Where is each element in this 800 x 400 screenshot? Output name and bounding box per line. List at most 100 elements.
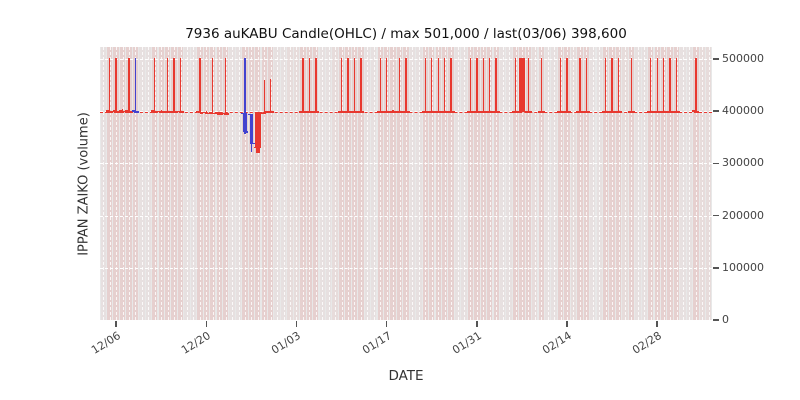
candle-body	[449, 111, 453, 114]
candle-open-tick	[241, 112, 245, 115]
day-gridline	[683, 47, 684, 320]
candle-close-tick	[631, 111, 635, 113]
candle-body	[346, 111, 350, 114]
x-tick-label: 12/20	[179, 329, 214, 357]
day-band	[628, 47, 635, 320]
y-tick-mark	[713, 267, 719, 269]
candle-close-tick	[528, 111, 532, 113]
h-gridline	[100, 163, 712, 165]
x-tick-mark	[115, 321, 117, 327]
chart-title: 7936 auKABU Candle(OHLC) / max 501,000 /…	[185, 26, 627, 42]
candle-close-tick	[264, 111, 268, 113]
day-band	[551, 47, 557, 320]
day-gridline	[689, 47, 691, 320]
candle-open-tick	[119, 110, 123, 112]
day-band	[261, 47, 267, 320]
candle-wick	[379, 58, 381, 112]
day-gridline	[695, 47, 697, 320]
candle-close-tick	[174, 111, 178, 113]
day-gridline	[328, 47, 330, 320]
candle-open-tick	[196, 110, 200, 113]
candle-wick	[656, 58, 658, 112]
candle-close-tick	[122, 110, 127, 113]
day-gridline	[109, 47, 111, 320]
day-band	[216, 47, 222, 320]
candle-wick	[115, 58, 117, 112]
candle-body	[481, 111, 486, 114]
candle-close-tick	[225, 113, 230, 115]
day-gridline	[219, 47, 221, 320]
day-band	[210, 47, 216, 320]
day-gridline	[605, 47, 607, 320]
day-gridline	[244, 47, 246, 320]
candle-wick	[489, 58, 491, 112]
candle-open-tick	[479, 111, 484, 113]
x-tick-mark	[295, 321, 298, 327]
x-tick-mark	[656, 321, 658, 327]
day-band	[145, 47, 151, 320]
y-tick-mark	[713, 214, 719, 217]
day-band	[454, 47, 461, 320]
candle-close-tick	[586, 111, 590, 113]
candle-close-tick	[541, 111, 545, 113]
candle-open-tick	[170, 110, 175, 113]
day-gridline	[612, 47, 614, 320]
day-gridline	[373, 47, 375, 320]
candle-close-tick	[167, 111, 172, 113]
candle-open-tick	[673, 111, 677, 113]
day-gridline	[335, 47, 337, 320]
candle-close-tick	[128, 111, 133, 113]
candle-open-tick	[666, 111, 671, 113]
day-gridline	[199, 47, 201, 320]
candle-wick	[308, 58, 311, 113]
candle-close-tick	[180, 111, 185, 113]
day-band	[532, 47, 538, 320]
candle-close-tick	[309, 111, 313, 113]
day-band	[506, 47, 512, 320]
candle-wick	[617, 58, 620, 112]
day-band	[390, 47, 396, 320]
candle-open-tick	[157, 110, 162, 113]
candle-wick	[669, 58, 671, 112]
day-gridline	[528, 47, 530, 320]
day-band	[641, 47, 647, 320]
x-tick-label: 02/14	[540, 329, 574, 357]
day-gridline	[554, 47, 556, 320]
x-tick-label: 01/17	[359, 329, 394, 357]
h-gridline	[100, 215, 712, 217]
candle-close-tick	[219, 113, 223, 115]
candle-wick	[585, 58, 588, 112]
day-gridline	[663, 47, 665, 320]
day-gridline	[296, 47, 298, 320]
day-gridline	[670, 47, 672, 320]
candle-wick	[108, 58, 111, 112]
day-band	[706, 47, 712, 320]
y-tick-label: 300000	[722, 156, 764, 170]
day-gridline	[206, 47, 208, 320]
candle-close-tick	[348, 111, 352, 113]
day-gridline	[232, 47, 234, 320]
candle-wick	[154, 58, 156, 113]
candle-close-tick	[399, 111, 404, 113]
candle-close-tick	[605, 111, 610, 113]
candle-close-tick	[315, 111, 320, 113]
candle-body	[526, 111, 531, 114]
day-band	[596, 47, 602, 320]
candle-close-tick	[302, 111, 307, 113]
candle-open-tick	[434, 111, 439, 113]
day-gridline	[186, 47, 188, 320]
candle-close-tick	[489, 111, 494, 113]
day-gridline	[547, 47, 549, 320]
candle-body	[430, 111, 434, 114]
candle-close-tick	[425, 111, 429, 113]
day-band	[332, 47, 338, 320]
candle-body	[661, 111, 666, 114]
day-band	[590, 47, 596, 320]
day-gridline	[354, 47, 356, 320]
day-gridline	[541, 47, 543, 320]
candle-open-tick	[338, 111, 342, 113]
candle-body	[307, 111, 312, 114]
x-tick-label: 01/03	[269, 329, 304, 357]
day-band	[248, 47, 255, 320]
